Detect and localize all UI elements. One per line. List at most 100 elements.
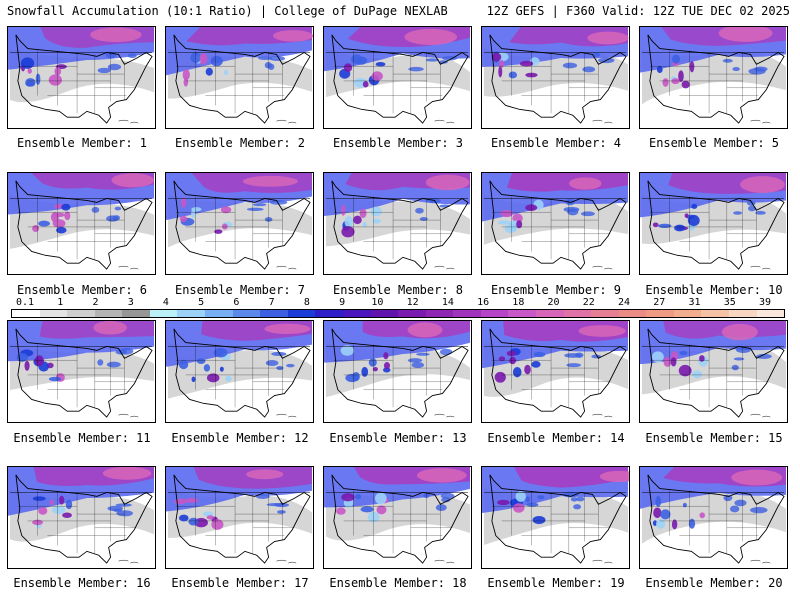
colorbar-tick-label: 6: [233, 297, 240, 308]
snowfall-field: [324, 467, 471, 541]
country-outline: [489, 474, 627, 564]
state-lines: [175, 344, 295, 408]
snowfall-field: [640, 173, 787, 245]
colorbar-ticks: 0.1 1 2 3 4 5 6 7 8 9 10 12 14 16 18 20 22 24 27 31 35 39: [11, 297, 785, 309]
state-lines: [333, 196, 453, 260]
ensemble-member-label: Ensemble Member: 18: [329, 576, 467, 590]
snowfall-field: [482, 321, 629, 397]
colorbar-segment: [701, 310, 730, 317]
colorbar-segment: [205, 310, 233, 317]
ensemble-map-panel: [7, 320, 156, 423]
ensemble-map-panel: [639, 26, 788, 129]
colorbar-tick-label: 8: [303, 297, 310, 308]
ensemble-map-panel: [165, 320, 314, 423]
state-lines: [333, 50, 453, 114]
colorbar-segment: [508, 310, 536, 317]
colorbar-segment: [756, 310, 785, 317]
colorbar: [11, 309, 785, 318]
snowfall-field: [166, 27, 313, 99]
country-outline: [15, 474, 153, 564]
colorbar-segment: [591, 310, 619, 317]
colorbar-segment: [673, 310, 702, 317]
ensemble-map-panel: [7, 172, 156, 275]
colorbar-tick-label: 18: [512, 297, 525, 308]
ensemble-member-label: Ensemble Member: 17: [171, 576, 309, 590]
state-lines: [333, 490, 453, 554]
colorbar-segment: [39, 310, 68, 317]
ensemble-map-panel: [165, 466, 314, 569]
caribbean-islands: [118, 265, 139, 270]
colorbar-tick-label: 5: [198, 297, 205, 308]
colorbar-tick-label: 24: [618, 297, 631, 308]
country-outline: [15, 328, 153, 418]
colorbar-segment: [12, 310, 40, 317]
caribbean-islands: [276, 413, 297, 418]
colorbar-tick-label: 4: [162, 297, 169, 308]
snowfall-field: [640, 321, 787, 395]
colorbar-tick-label: 0.1: [15, 297, 35, 308]
country-outline: [173, 328, 311, 418]
snowfall-field: [8, 173, 155, 249]
ensemble-member-label: Ensemble Member: 9: [490, 283, 622, 297]
country-outline: [15, 180, 153, 270]
ensemble-member-label: Ensemble Member: 2: [174, 136, 306, 150]
caribbean-islands: [592, 559, 613, 564]
colorbar-segment: [122, 310, 150, 317]
ensemble-member-label: Ensemble Member: 3: [332, 136, 464, 150]
colorbar-segment: [260, 310, 288, 317]
colorbar-tick-label: 3: [127, 297, 134, 308]
caribbean-islands: [434, 119, 455, 124]
colorbar-segment: [149, 310, 178, 317]
snowfall-field: [482, 173, 629, 245]
ensemble-map-panel: [7, 26, 156, 129]
caribbean-islands: [592, 265, 613, 270]
state-lines: [17, 490, 137, 554]
ensemble-member-label: Ensemble Member: 16: [13, 576, 151, 590]
caribbean-islands: [750, 119, 771, 124]
colorbar-segment: [425, 310, 454, 317]
snowfall-field: [166, 173, 313, 248]
ensemble-map-panel: [639, 172, 788, 275]
country-outline: [331, 328, 469, 418]
country-outline: [331, 474, 469, 564]
chart-title: Snowfall Accumulation (10:1 Ratio) | Col…: [7, 4, 448, 18]
colorbar-segment: [480, 310, 509, 317]
country-outline: [489, 34, 627, 124]
state-lines: [175, 50, 295, 114]
snowfall-field: [8, 27, 155, 103]
caribbean-islands: [118, 413, 139, 418]
ensemble-member-label: Ensemble Member: 20: [645, 576, 783, 590]
caribbean-islands: [276, 119, 297, 124]
colorbar-segment: [342, 310, 371, 317]
colorbar-segment: [67, 310, 95, 317]
colorbar-tick-label: 31: [688, 297, 701, 308]
colorbar-segment: [287, 310, 316, 317]
country-outline: [647, 328, 785, 418]
country-outline: [647, 474, 785, 564]
ensemble-member-label: Ensemble Member: 19: [487, 576, 625, 590]
state-lines: [333, 344, 453, 408]
state-lines: [491, 490, 611, 554]
snowfall-field: [640, 467, 787, 544]
colorbar-tick-label: 22: [582, 297, 595, 308]
state-lines: [175, 196, 295, 260]
country-outline: [489, 328, 627, 418]
ensemble-member-label: Ensemble Member: 8: [332, 283, 464, 297]
ensemble-map-panel: [323, 26, 472, 129]
ensemble-member-label: Ensemble Member: 1: [16, 136, 148, 150]
colorbar-segment: [646, 310, 674, 317]
state-lines: [491, 196, 611, 260]
caribbean-islands: [592, 119, 613, 124]
snowfall-field: [166, 467, 313, 538]
colorbar-segment: [370, 310, 399, 317]
state-lines: [649, 344, 769, 408]
ensemble-map-panel: [323, 172, 472, 275]
snowfall-field: [166, 321, 313, 399]
snowfall-field: [482, 27, 629, 97]
ensemble-map-panel: [165, 172, 314, 275]
state-lines: [649, 50, 769, 114]
state-lines: [17, 344, 137, 408]
colorbar-tick-label: 7: [268, 297, 275, 308]
colorbar-segment: [177, 310, 206, 317]
colorbar-segment: [398, 310, 426, 317]
